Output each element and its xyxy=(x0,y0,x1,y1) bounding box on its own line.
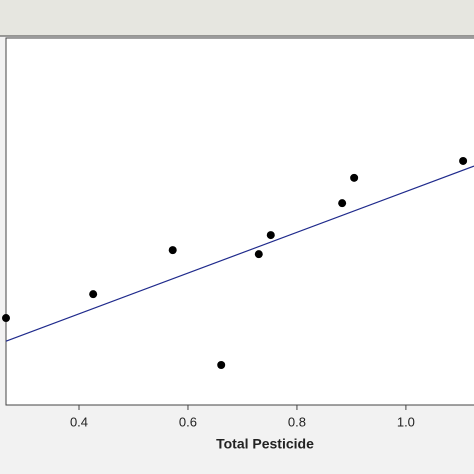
x-tick-label: 0.6 xyxy=(179,414,197,429)
point xyxy=(266,231,275,240)
point xyxy=(459,156,468,165)
point xyxy=(89,290,98,299)
point xyxy=(338,199,347,208)
point xyxy=(2,314,10,323)
x-axis-label: Total Pesticide xyxy=(216,436,314,452)
x-tick-label: 0.8 xyxy=(288,414,306,429)
point xyxy=(350,173,359,182)
fit-line xyxy=(5,165,474,342)
point xyxy=(254,250,263,259)
x-tick-label: 1.0 xyxy=(397,414,415,429)
title-band xyxy=(0,0,474,36)
x-tick-label: 0.4 xyxy=(70,414,88,429)
plot-area xyxy=(5,37,474,406)
point xyxy=(168,246,177,255)
point xyxy=(217,360,226,369)
